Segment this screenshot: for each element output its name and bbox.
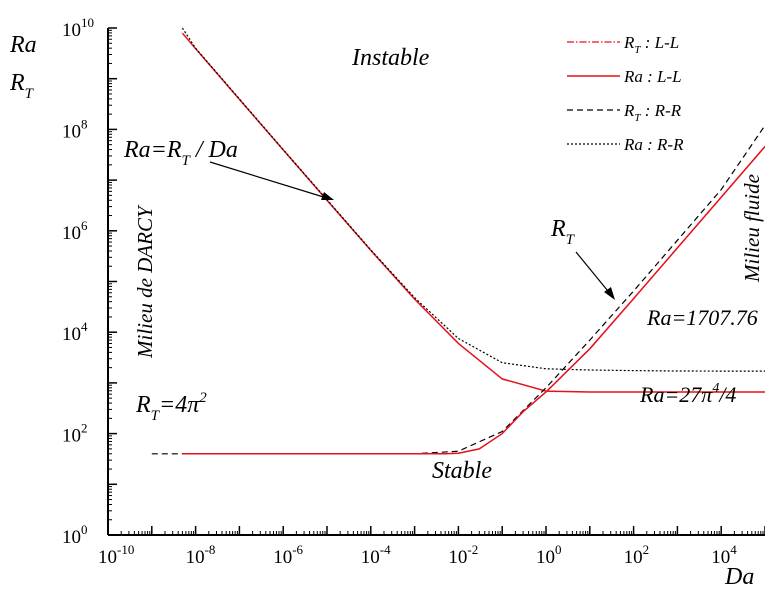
rt-curve-sub: T bbox=[566, 232, 576, 248]
stable-label: Stable bbox=[432, 458, 492, 484]
x-tick-label-exp: 2 bbox=[643, 542, 650, 557]
y-tick-label-exp: 2 bbox=[81, 421, 88, 436]
ra-27pi-sup: 4 bbox=[712, 381, 719, 396]
legend-label-2: RT : R-R bbox=[623, 101, 682, 124]
y-tick-label-base: 10 bbox=[62, 324, 81, 345]
x-tick-label: 100 bbox=[536, 542, 562, 568]
x-tick-label-exp: -8 bbox=[205, 542, 216, 557]
x-tick-label-exp: -10 bbox=[117, 542, 134, 557]
ra-rt-da-sub: T bbox=[182, 153, 192, 169]
y-tick-label: 100 bbox=[62, 522, 88, 548]
y-tick-label-base: 10 bbox=[62, 121, 81, 142]
x-tick-label: 10-8 bbox=[186, 542, 216, 568]
x-tick-label-base: 10 bbox=[711, 547, 730, 568]
x-tick-label-exp: 4 bbox=[730, 542, 737, 557]
series-line-1 bbox=[181, 32, 765, 393]
y-tick-label: 108 bbox=[62, 116, 88, 142]
ra-rt-da-part-b: / Da bbox=[190, 137, 238, 163]
y-axis-title-rt-sub: T bbox=[25, 86, 35, 102]
y-tick-label-exp: 0 bbox=[81, 522, 88, 537]
x-tick-label-base: 10 bbox=[361, 547, 380, 568]
x-tick-label: 10-4 bbox=[361, 542, 391, 568]
x-tick-label: 104 bbox=[711, 542, 737, 568]
ra-27pi-part-b: /4 bbox=[717, 382, 736, 407]
series-line-4 bbox=[182, 146, 765, 455]
rt-4pi-label: RT=4π2 bbox=[135, 390, 207, 424]
x-tick-label-base: 10 bbox=[98, 547, 117, 568]
x-tick-label-exp: -2 bbox=[467, 542, 478, 557]
x-tick-label: 10-6 bbox=[273, 542, 303, 568]
series-line-3 bbox=[181, 27, 765, 372]
fluide-label: Milieu fluide bbox=[740, 174, 764, 283]
legend-label-main: R bbox=[623, 33, 635, 52]
x-tick-label-exp: -4 bbox=[380, 542, 391, 557]
x-tick-label-base: 10 bbox=[273, 547, 292, 568]
y-tick-label: 1010 bbox=[62, 15, 94, 41]
legend-label-main: R bbox=[623, 101, 635, 120]
rt-4pi-main: R bbox=[135, 392, 151, 418]
series-curves bbox=[151, 27, 765, 455]
rt-4pi-eq: =4π bbox=[159, 392, 200, 418]
y-tick-label-exp: 10 bbox=[81, 15, 94, 30]
series-line-0 bbox=[545, 146, 765, 393]
ra-27pi-label: Ra=27π4/4 bbox=[639, 381, 736, 407]
x-tick-label-base: 10 bbox=[448, 547, 467, 568]
rt-4pi-sup: 2 bbox=[199, 390, 207, 406]
x-axis-title: Da bbox=[724, 564, 754, 589]
axis-ticks: 10-10 10-8 10-6 10-4 10-2 100 102 1041001021041… bbox=[62, 15, 765, 568]
legend-label-main: Ra bbox=[623, 135, 643, 154]
y-tick-label-base: 10 bbox=[62, 527, 81, 548]
y-tick-label-exp: 6 bbox=[81, 218, 88, 233]
y-tick-label: 106 bbox=[62, 218, 88, 244]
y-tick-label: 104 bbox=[62, 319, 88, 345]
legend-label-3: Ra : R-R bbox=[623, 135, 684, 154]
instable-label: Instable bbox=[351, 45, 430, 71]
x-tick-label: 10-10 bbox=[98, 542, 134, 568]
y-tick-label: 102 bbox=[62, 421, 88, 447]
legend-label-rest: : L-L bbox=[643, 67, 682, 86]
x-tick-label: 102 bbox=[624, 542, 650, 568]
y-tick-label-exp: 8 bbox=[81, 116, 88, 131]
ra-rt-da-arrowhead bbox=[321, 192, 334, 200]
rt-curve-arrow bbox=[575, 251, 613, 297]
x-tick-label-base: 10 bbox=[186, 547, 205, 568]
x-tick-label: 10-2 bbox=[448, 542, 478, 568]
rt-curve-arrowhead bbox=[604, 287, 615, 300]
y-tick-label-base: 10 bbox=[62, 426, 81, 447]
legend-label-rest: : R-R bbox=[641, 101, 682, 120]
legend-label-main: Ra bbox=[623, 67, 643, 86]
y-axis-title-ra: Ra bbox=[9, 32, 37, 58]
legend-label-1: Ra : L-L bbox=[623, 67, 682, 86]
ra-27pi-part-a: Ra=27π bbox=[639, 382, 713, 407]
y-axis-title-rt-main: R bbox=[9, 70, 25, 96]
darcy-label: Milieu de DARCY bbox=[133, 204, 157, 359]
rt-curve-main: R bbox=[550, 216, 566, 242]
y-axis-title-rt: RT bbox=[9, 70, 35, 102]
legend-label-0: RT : L-L bbox=[623, 33, 679, 56]
ra-rt-da-annotation: Ra=RT / Da bbox=[123, 137, 238, 169]
ra-1707-label: Ra=1707.76 bbox=[646, 305, 758, 330]
y-tick-label-base: 10 bbox=[62, 20, 81, 41]
legend: RT : L-LRa : L-LRT : R-RRa : R-R bbox=[567, 33, 684, 154]
y-tick-label-exp: 4 bbox=[81, 319, 88, 334]
ra-rt-da-part-a: Ra=R bbox=[123, 137, 182, 163]
rt-4pi-sub: T bbox=[151, 408, 161, 424]
x-tick-label-exp: 0 bbox=[555, 542, 562, 557]
rt-curve-annotation: RT bbox=[550, 216, 576, 248]
x-tick-label-base: 10 bbox=[536, 547, 555, 568]
legend-label-rest: : R-R bbox=[643, 135, 684, 154]
y-tick-label-base: 10 bbox=[62, 223, 81, 244]
legend-label-sub: T bbox=[634, 112, 641, 124]
x-tick-label-base: 10 bbox=[624, 547, 643, 568]
x-tick-label-exp: -6 bbox=[292, 542, 303, 557]
ra-rt-da-arrow bbox=[209, 161, 331, 200]
legend-label-sub: T bbox=[634, 44, 641, 56]
legend-label-rest: : L-L bbox=[641, 33, 680, 52]
